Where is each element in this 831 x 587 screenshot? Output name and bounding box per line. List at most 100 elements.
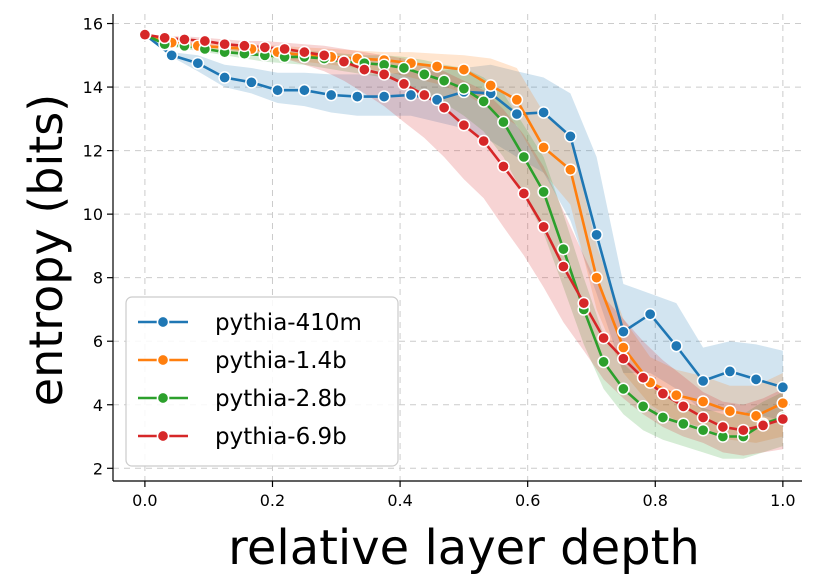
point-pythia-6.9b-14 bbox=[417, 88, 431, 102]
x-tick-label-2: 0.4 bbox=[387, 491, 412, 510]
point-pythia-1.4b-11 bbox=[430, 60, 444, 73]
point-pythia-2.8b-19 bbox=[517, 150, 531, 164]
band-pythia-1.4b bbox=[144, 34, 783, 443]
point-pythia-6.9b-22 bbox=[577, 296, 591, 310]
point-pythia-1.4b-12 bbox=[457, 63, 471, 76]
point-pythia-6.9b-3 bbox=[198, 34, 212, 48]
point-pythia-1.4b-17 bbox=[590, 271, 603, 285]
point-pythia-410m-17 bbox=[590, 228, 603, 242]
legend-marker-pythia-2.8b bbox=[156, 391, 170, 405]
point-pythia-6.9b-24 bbox=[617, 352, 630, 366]
legend-label-pythia-410m: pythia-410m bbox=[215, 310, 362, 336]
point-pythia-1.4b-14 bbox=[510, 93, 524, 107]
point-pythia-1.4b-20 bbox=[669, 388, 683, 402]
legend-label-pythia-1.4b: pythia-1.4b bbox=[215, 348, 347, 374]
band-pythia-410m bbox=[144, 34, 783, 421]
legend-label-pythia-6.9b: pythia-6.9b bbox=[215, 424, 347, 450]
series-lines bbox=[138, 28, 790, 443]
point-pythia-6.9b-11 bbox=[358, 63, 371, 76]
point-pythia-6.9b-27 bbox=[676, 399, 690, 413]
point-pythia-6.9b-13 bbox=[397, 77, 411, 91]
point-pythia-2.8b-27 bbox=[676, 417, 690, 431]
y-tick-label-4: 10 bbox=[83, 205, 103, 224]
point-pythia-6.9b-18 bbox=[497, 160, 510, 173]
point-pythia-6.9b-15 bbox=[437, 101, 451, 115]
point-pythia-410m-23 bbox=[749, 372, 763, 386]
point-pythia-1.4b-24 bbox=[776, 396, 790, 410]
point-pythia-410m-6 bbox=[298, 83, 311, 97]
point-pythia-410m-3 bbox=[218, 71, 231, 84]
point-pythia-1.4b-15 bbox=[537, 141, 550, 154]
point-pythia-410m-11 bbox=[430, 93, 444, 107]
point-pythia-410m-5 bbox=[271, 83, 284, 97]
point-pythia-410m-18 bbox=[617, 325, 630, 339]
point-pythia-1.4b-18 bbox=[617, 341, 630, 354]
point-pythia-2.8b-20 bbox=[537, 185, 550, 199]
point-pythia-410m-24 bbox=[776, 380, 790, 394]
point-pythia-1.4b-16 bbox=[564, 163, 577, 177]
x-tick-label-0: 0.0 bbox=[132, 491, 157, 510]
x-tick-label-4: 0.8 bbox=[643, 491, 668, 510]
point-pythia-410m-7 bbox=[324, 88, 338, 102]
y-tick-label-6: 14 bbox=[83, 78, 103, 97]
point-pythia-2.8b-28 bbox=[696, 423, 710, 437]
point-pythia-2.8b-26 bbox=[656, 411, 670, 424]
point-pythia-6.9b-6 bbox=[258, 41, 272, 54]
point-pythia-2.8b-13 bbox=[397, 61, 411, 75]
point-pythia-6.9b-26 bbox=[656, 387, 670, 400]
x-tick-label-3: 0.6 bbox=[515, 491, 540, 510]
point-pythia-6.9b-25 bbox=[636, 371, 650, 385]
legend-box bbox=[125, 296, 399, 467]
point-pythia-2.8b-25 bbox=[636, 399, 650, 413]
x-axis-label: relative layer depth bbox=[228, 520, 700, 576]
point-pythia-410m-22 bbox=[723, 365, 737, 378]
point-pythia-410m-19 bbox=[643, 307, 657, 321]
x-tick-label-1: 0.2 bbox=[260, 491, 285, 510]
point-pythia-1.4b-22 bbox=[723, 404, 737, 418]
point-pythia-2.8b-21 bbox=[557, 242, 570, 256]
y-tick-label-0: 2 bbox=[93, 459, 103, 478]
point-pythia-6.9b-1 bbox=[158, 31, 172, 45]
point-pythia-410m-8 bbox=[350, 90, 364, 103]
point-pythia-410m-1 bbox=[165, 48, 179, 62]
point-pythia-6.9b-2 bbox=[178, 33, 191, 46]
point-pythia-410m-15 bbox=[537, 106, 550, 119]
point-pythia-6.9b-29 bbox=[716, 420, 730, 434]
point-pythia-410m-14 bbox=[510, 107, 524, 121]
point-pythia-1.4b-13 bbox=[484, 79, 498, 92]
point-pythia-1.4b-21 bbox=[696, 395, 710, 408]
point-pythia-410m-9 bbox=[377, 90, 391, 103]
point-pythia-410m-2 bbox=[191, 56, 205, 70]
point-pythia-410m-10 bbox=[404, 88, 418, 102]
legend-marker-pythia-410m bbox=[156, 315, 170, 329]
x-tick-label-5: 1.0 bbox=[770, 491, 795, 510]
point-pythia-2.8b-16 bbox=[457, 82, 471, 96]
legend-marker-pythia-6.9b bbox=[156, 429, 170, 443]
point-pythia-6.9b-9 bbox=[317, 48, 331, 62]
point-pythia-410m-16 bbox=[564, 129, 577, 143]
point-pythia-410m-4 bbox=[245, 75, 258, 89]
point-pythia-6.9b-32 bbox=[776, 412, 790, 426]
y-tick-label-3: 8 bbox=[93, 269, 103, 288]
point-pythia-6.9b-0 bbox=[138, 28, 152, 41]
legend: pythia-410m pythia-1.4b pythia-2.8b pythia-… bbox=[125, 296, 399, 467]
point-pythia-6.9b-30 bbox=[736, 423, 750, 437]
point-pythia-6.9b-28 bbox=[696, 411, 710, 424]
point-pythia-6.9b-8 bbox=[298, 45, 311, 59]
point-pythia-6.9b-17 bbox=[477, 134, 491, 148]
y-tick-label-2: 6 bbox=[93, 332, 103, 351]
point-pythia-6.9b-21 bbox=[557, 260, 570, 273]
point-pythia-6.9b-31 bbox=[756, 419, 770, 432]
point-pythia-410m-20 bbox=[669, 339, 683, 353]
point-pythia-6.9b-7 bbox=[278, 42, 291, 56]
point-pythia-2.8b-24 bbox=[617, 382, 630, 396]
point-pythia-6.9b-16 bbox=[457, 118, 471, 132]
point-pythia-6.9b-4 bbox=[218, 37, 231, 51]
point-pythia-410m-21 bbox=[696, 374, 710, 388]
y-axis-label: entropy (bits) bbox=[19, 94, 73, 406]
point-pythia-2.8b-23 bbox=[597, 355, 610, 369]
point-pythia-2.8b-15 bbox=[437, 74, 451, 88]
point-pythia-1.4b-23 bbox=[749, 409, 763, 423]
point-pythia-6.9b-5 bbox=[238, 39, 251, 53]
